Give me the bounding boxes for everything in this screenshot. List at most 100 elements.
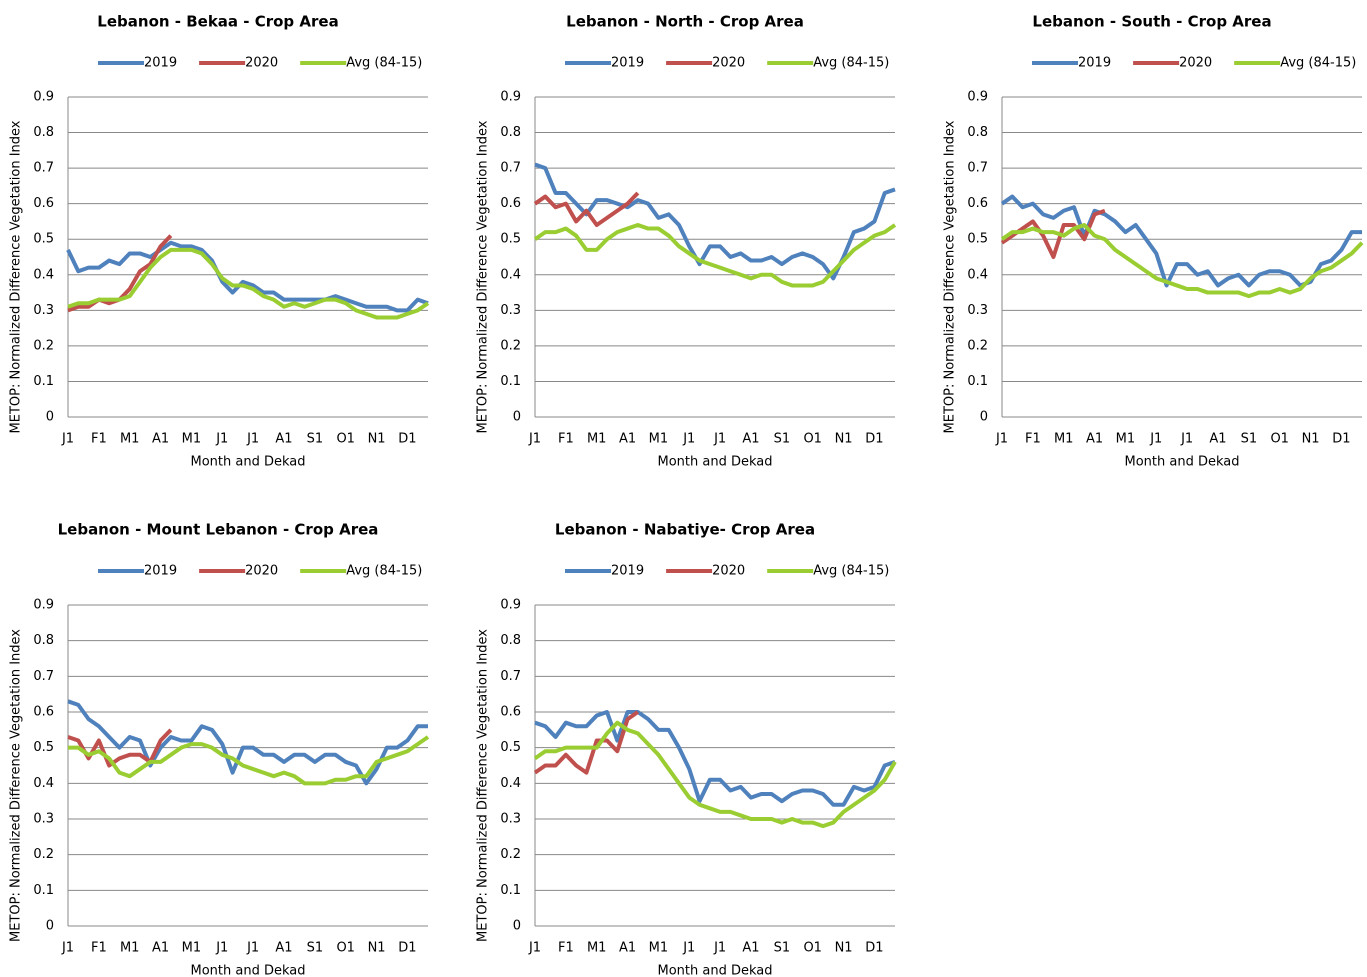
chart-title: Lebanon - Bekaa - Crop Area (97, 13, 338, 31)
y-tick-label: 0.7 (967, 161, 988, 176)
legend-label: 2020 (245, 56, 278, 71)
x-axis-label: Month and Dekad (191, 964, 306, 977)
y-axis-label: METOP: Normalized Difference Vegetation … (9, 120, 24, 433)
y-tick-label: 0.6 (967, 196, 988, 211)
x-tick-label: J1 (215, 941, 228, 956)
series-line (533, 720, 897, 829)
x-tick-label: F1 (91, 941, 107, 956)
legend-label: 2019 (144, 56, 177, 71)
x-tick-label: J1 (1149, 432, 1162, 447)
x-tick-label: N1 (368, 432, 386, 447)
y-tick-label: 0.5 (33, 740, 54, 755)
y-tick-label: 0.3 (33, 812, 54, 827)
legend-label: Avg (84-15) (346, 564, 422, 579)
y-axis-label: METOP: Normalized Difference Vegetation … (476, 629, 491, 942)
x-tick-label: J1 (995, 432, 1008, 447)
y-tick-label: 0.4 (967, 267, 988, 282)
x-axis-label: Month and Dekad (658, 455, 773, 470)
y-tick-label: 0.4 (33, 267, 54, 282)
legend-label: Avg (84-15) (813, 564, 889, 579)
y-tick-label: 0.3 (967, 303, 988, 318)
x-tick-label: A1 (275, 941, 292, 956)
y-tick-label: 0.9 (500, 90, 521, 105)
y-tick-label: 0.9 (33, 90, 54, 105)
y-tick-label: 0.7 (33, 669, 54, 684)
series-line (533, 223, 897, 288)
x-tick-label: D1 (865, 941, 883, 956)
x-tick-label: O1 (336, 432, 355, 447)
series-line (67, 247, 430, 320)
y-tick-label: 0.2 (500, 847, 521, 862)
legend-label: 2019 (611, 56, 644, 71)
x-tick-label: O1 (803, 941, 822, 956)
y-tick-label: 0.7 (500, 161, 521, 176)
y-tick-label: 0.1 (33, 883, 54, 898)
x-tick-label: J1 (1180, 432, 1193, 447)
y-tick-label: 0.4 (500, 776, 521, 791)
y-tick-label: 0.9 (500, 598, 521, 613)
x-tick-label: F1 (91, 432, 107, 447)
y-tick-label: 0.1 (967, 374, 988, 389)
x-tick-label: D1 (865, 432, 883, 447)
legend-label: 2019 (144, 564, 177, 579)
x-tick-label: A1 (152, 432, 169, 447)
y-tick-label: 0.6 (500, 705, 521, 720)
x-tick-label: F1 (1025, 432, 1041, 447)
x-tick-label: A1 (152, 941, 169, 956)
x-tick-label: J1 (61, 941, 74, 956)
legend-label: 2020 (245, 564, 278, 579)
x-tick-label: M1 (120, 941, 140, 956)
x-tick-label: O1 (1270, 432, 1289, 447)
x-tick-label: F1 (558, 432, 574, 447)
x-tick-label: N1 (835, 941, 853, 956)
x-tick-label: M1 (182, 432, 202, 447)
x-tick-label: J1 (215, 432, 228, 447)
x-tick-label: S1 (1241, 432, 1258, 447)
y-tick-label: 0.3 (500, 812, 521, 827)
x-tick-label: O1 (803, 432, 822, 447)
x-tick-label: J1 (528, 432, 541, 447)
y-axis-label: METOP: Normalized Difference Vegetation … (943, 120, 958, 433)
y-tick-label: 0.8 (967, 125, 988, 140)
y-tick-label: 0 (980, 410, 988, 425)
series-line (1000, 194, 1362, 288)
y-tick-label: 0.1 (500, 883, 521, 898)
x-axis-label: Month and Dekad (1125, 455, 1240, 470)
y-tick-label: 0.5 (500, 740, 521, 755)
x-tick-label: J1 (61, 432, 74, 447)
y-tick-label: 0.6 (500, 196, 521, 211)
y-tick-label: 0.5 (33, 232, 54, 247)
y-tick-label: 0 (46, 919, 54, 934)
x-tick-label: D1 (398, 432, 416, 447)
y-tick-label: 0.6 (33, 705, 54, 720)
y-tick-label: 0.4 (500, 267, 521, 282)
x-tick-label: A1 (1209, 432, 1226, 447)
x-tick-label: M1 (587, 941, 607, 956)
y-tick-label: 0.8 (33, 125, 54, 140)
y-tick-label: 0.7 (33, 161, 54, 176)
y-axis-label: METOP: Normalized Difference Vegetation … (9, 629, 24, 942)
series-line (67, 699, 428, 786)
x-tick-label: J1 (713, 941, 726, 956)
legend-label: 2020 (712, 56, 745, 71)
y-tick-label: 0.6 (33, 196, 54, 211)
y-tick-label: 0 (513, 919, 521, 934)
series-line (533, 710, 639, 775)
y-tick-label: 0.2 (33, 338, 54, 353)
x-tick-label: S1 (774, 941, 791, 956)
legend-label: Avg (84-15) (813, 56, 889, 71)
y-tick-label: 0.8 (500, 633, 521, 648)
x-tick-label: J1 (246, 432, 259, 447)
x-tick-label: J1 (682, 432, 695, 447)
y-tick-label: 0.9 (33, 598, 54, 613)
series-line (534, 162, 896, 281)
y-tick-label: 0.9 (967, 90, 988, 105)
x-tick-label: M1 (182, 941, 202, 956)
x-tick-label: M1 (1116, 432, 1136, 447)
x-tick-label: F1 (558, 941, 574, 956)
series-line (1000, 223, 1364, 299)
x-axis-label: Month and Dekad (658, 964, 773, 977)
x-tick-label: S1 (307, 941, 324, 956)
legend-label: 2020 (1179, 56, 1212, 71)
